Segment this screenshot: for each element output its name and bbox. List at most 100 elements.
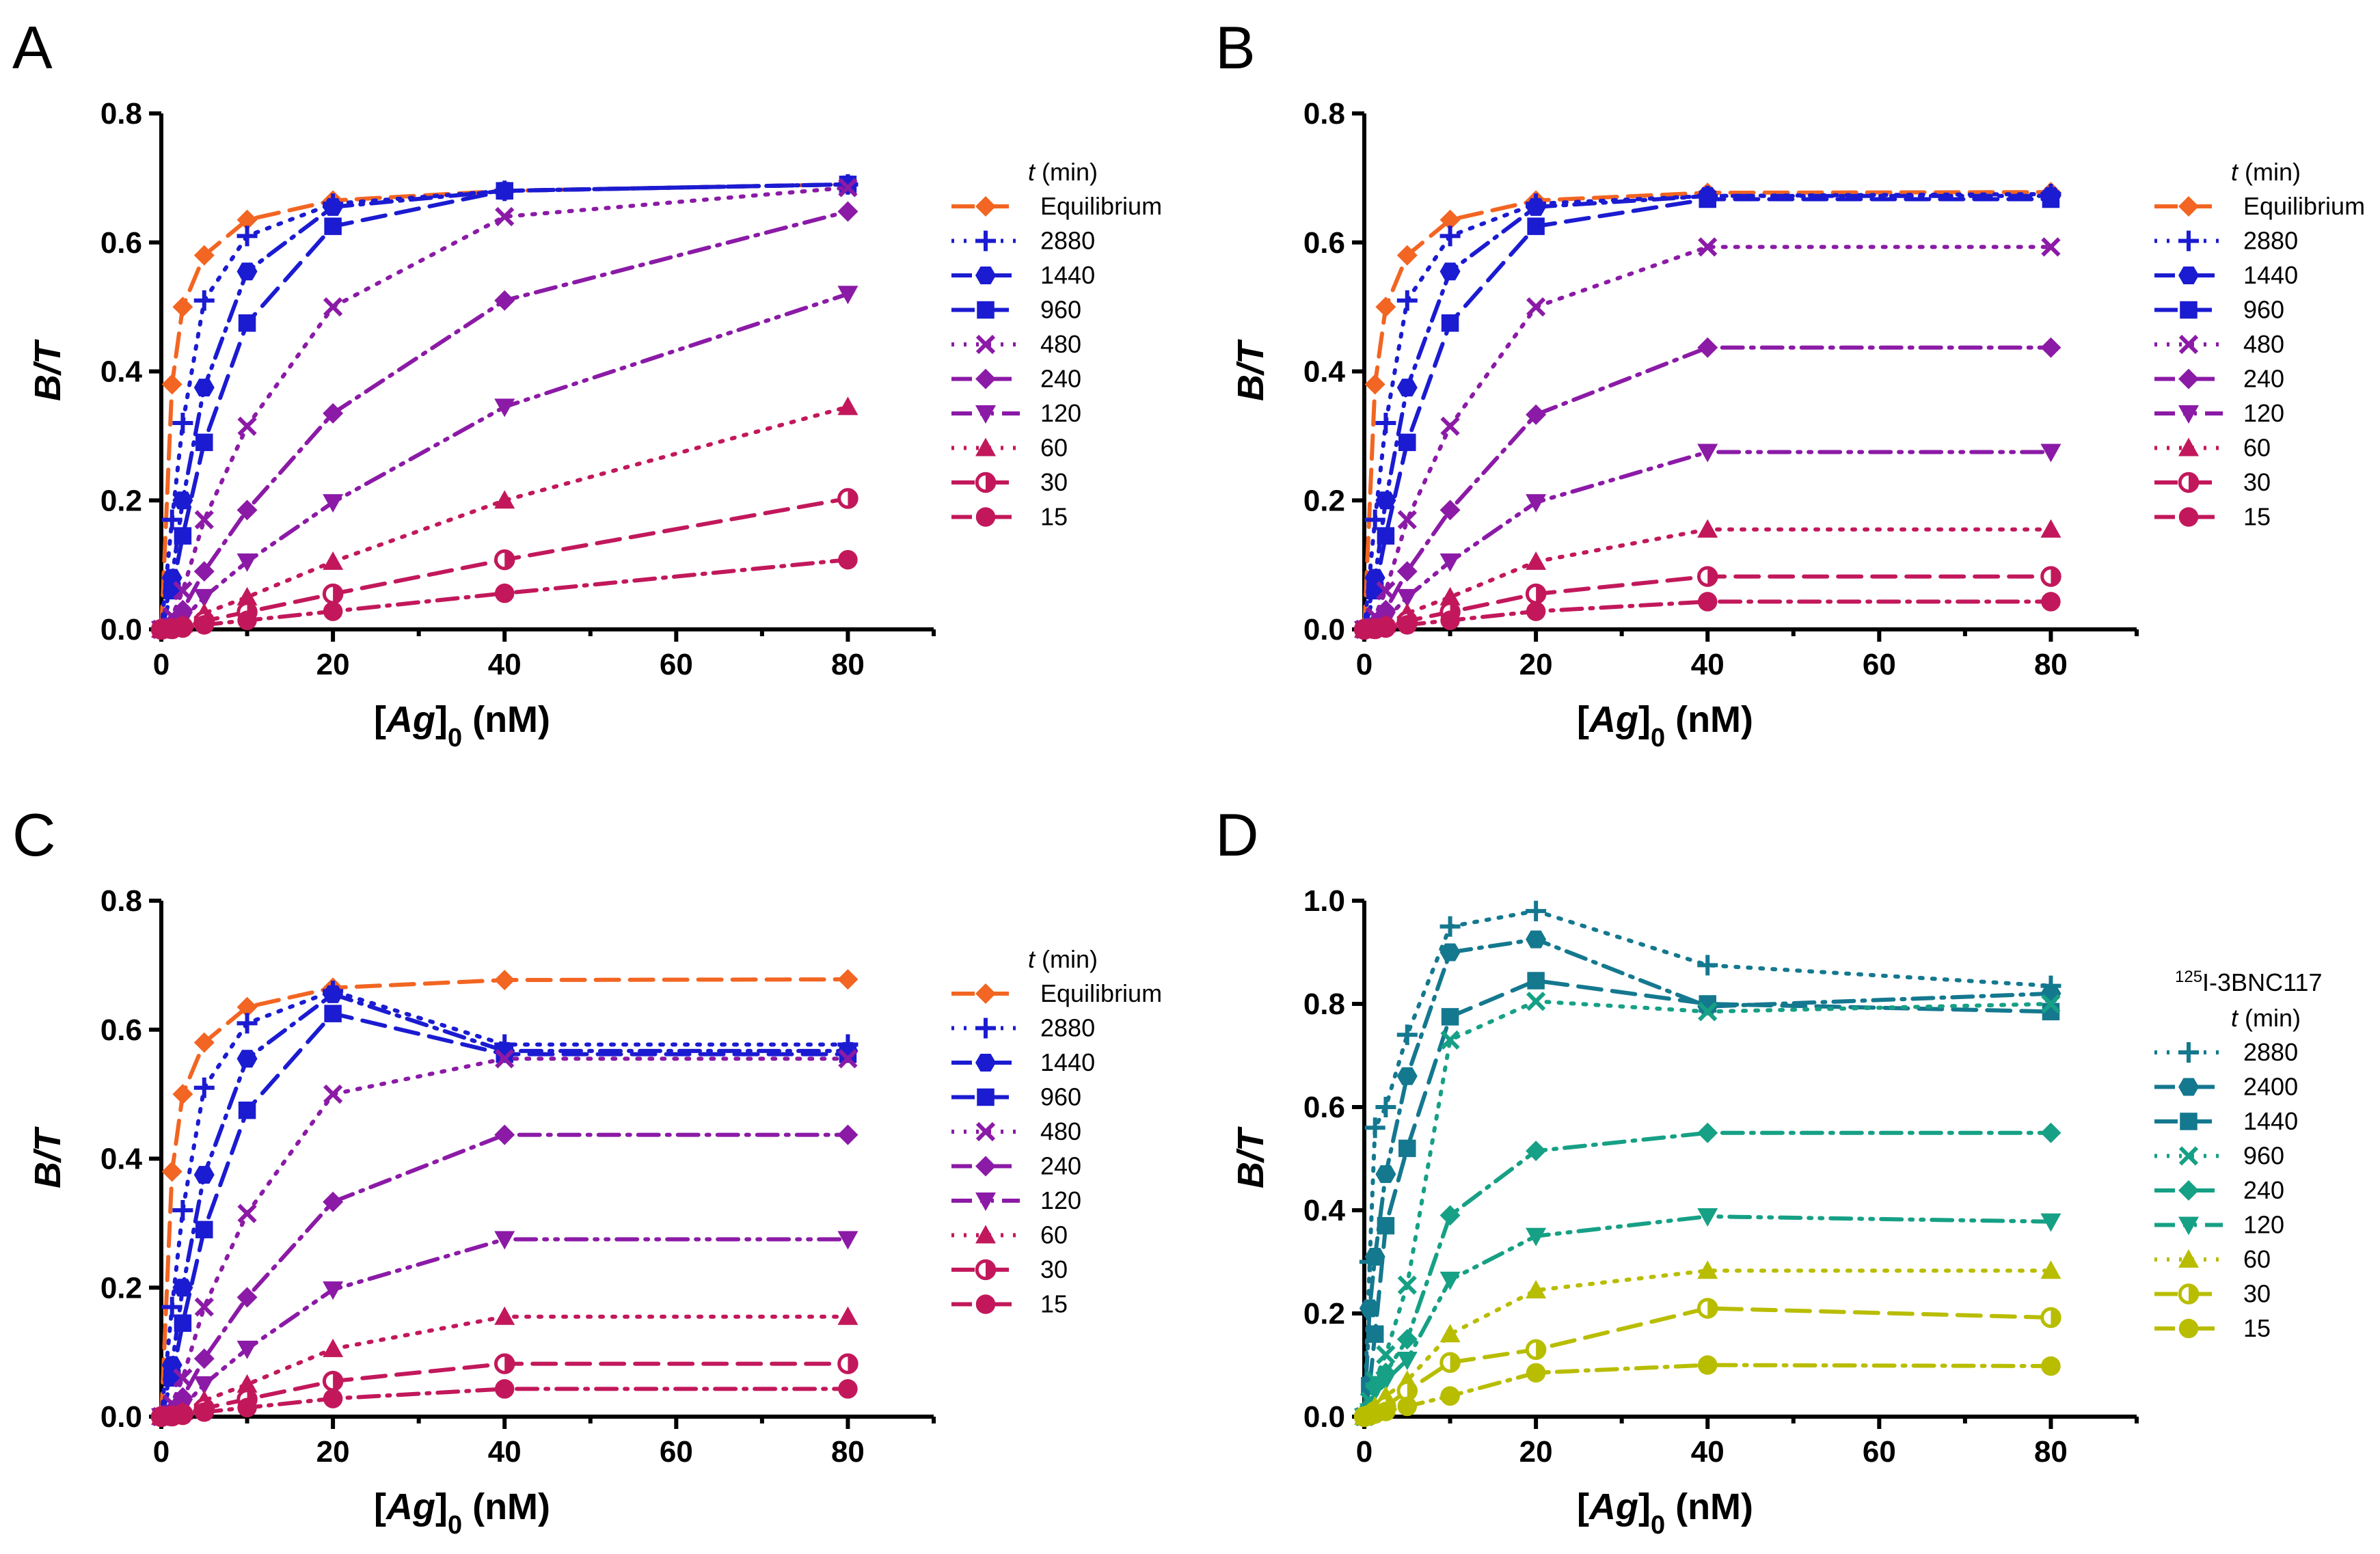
series-line bbox=[1362, 197, 2053, 631]
legend-label: 2880 bbox=[1040, 1014, 1095, 1042]
y-tick-label: 0.8 bbox=[100, 884, 142, 918]
data-point bbox=[1364, 1382, 1385, 1402]
data-point bbox=[1377, 527, 1395, 545]
series-15 bbox=[1354, 1355, 2061, 1427]
data-point bbox=[1699, 190, 1716, 208]
axes: 0.0 0.2 0.4 0.6 0.8 1.0 0 20 40 60 80 bbox=[1303, 884, 2139, 1469]
data-point bbox=[2041, 1356, 2061, 1376]
series-group bbox=[1353, 182, 2061, 640]
legend-marker bbox=[2178, 1078, 2199, 1096]
x-axis-label: [Ag]0 (nM) bbox=[1577, 699, 1753, 752]
data-point bbox=[172, 491, 193, 510]
legend-item: 480 bbox=[951, 1117, 1081, 1145]
legend-item: 15 bbox=[2154, 1314, 2271, 1342]
data-point bbox=[1526, 1363, 1546, 1383]
data-point bbox=[1396, 588, 1418, 608]
legend-marker bbox=[975, 1259, 997, 1281]
series-group bbox=[150, 969, 858, 1428]
data-point bbox=[193, 379, 215, 397]
panel-b: B 0.0 0.2 0.4 0.6 0.8 0 20 40 60 80 [Ag]0 (nM) B/T t … bbox=[1215, 14, 2365, 752]
data-point bbox=[323, 1085, 343, 1104]
data-point bbox=[193, 1032, 215, 1053]
data-point bbox=[1697, 1208, 1718, 1227]
data-point bbox=[1398, 433, 1416, 452]
series-line bbox=[1362, 909, 2053, 1419]
data-point bbox=[493, 549, 515, 571]
legend-marker bbox=[2178, 1042, 2199, 1063]
data-point bbox=[236, 553, 258, 572]
series-line bbox=[159, 1057, 850, 1419]
data-point bbox=[494, 1124, 515, 1145]
legend-label: 960 bbox=[1040, 1083, 1081, 1111]
legend-item: 120 bbox=[2154, 399, 2284, 427]
legend-label: 1440 bbox=[1040, 1048, 1095, 1076]
data-point bbox=[237, 610, 257, 631]
data-point bbox=[1364, 1117, 1385, 1139]
data-point bbox=[1697, 592, 1718, 612]
legend-title: t (min) bbox=[2231, 158, 2301, 186]
series-line bbox=[1362, 190, 2053, 631]
data-point bbox=[1396, 561, 1418, 582]
legend-label: 240 bbox=[1040, 365, 1081, 393]
data-point bbox=[1697, 337, 1718, 358]
legend-label: 2880 bbox=[2243, 227, 2298, 255]
legend-marker bbox=[975, 267, 996, 284]
data-point bbox=[838, 1049, 858, 1069]
x-tick-label: 20 bbox=[1519, 648, 1553, 681]
x-tick-label: 0 bbox=[153, 1435, 170, 1469]
data-point bbox=[1439, 500, 1461, 521]
legend-label: 1440 bbox=[1040, 261, 1095, 289]
y-tick-label: 0.2 bbox=[100, 484, 142, 517]
x-tick-label: 40 bbox=[488, 1435, 522, 1469]
data-point bbox=[2040, 1307, 2061, 1328]
y-axis-label: B/T bbox=[1230, 339, 1271, 401]
data-point bbox=[1364, 374, 1385, 395]
series-15 bbox=[151, 549, 858, 640]
data-point bbox=[324, 1005, 342, 1022]
data-point bbox=[1396, 1067, 1418, 1085]
data-point bbox=[323, 1191, 344, 1212]
data-point bbox=[1375, 1097, 1396, 1117]
data-point bbox=[324, 217, 342, 235]
legend-marker bbox=[2178, 1146, 2199, 1166]
data-point bbox=[1376, 1402, 1396, 1421]
legend-item: 15 bbox=[2154, 503, 2271, 531]
legend-label: 15 bbox=[2243, 1314, 2271, 1342]
series-30 bbox=[150, 488, 858, 640]
series-line bbox=[1362, 245, 2053, 631]
data-point bbox=[2040, 566, 2061, 587]
legend-label: 120 bbox=[1040, 399, 1081, 427]
data-point bbox=[494, 398, 515, 418]
data-point bbox=[1376, 618, 1396, 638]
data-point bbox=[496, 182, 513, 200]
panel-letter: D bbox=[1215, 801, 1259, 869]
data-point bbox=[323, 197, 344, 216]
legend-label: Equilibrium bbox=[2243, 192, 2365, 220]
legend-label: 30 bbox=[2243, 1280, 2271, 1308]
legend-label: 15 bbox=[1040, 503, 1068, 531]
data-point bbox=[174, 527, 192, 545]
legend-label: Equilibrium bbox=[1040, 979, 1162, 1007]
data-point bbox=[1526, 1141, 1547, 1162]
x-tick-label: 0 bbox=[1356, 648, 1372, 681]
legend-label: 120 bbox=[1040, 1186, 1081, 1214]
data-point bbox=[1527, 217, 1545, 235]
data-point bbox=[837, 201, 858, 222]
data-point bbox=[193, 1166, 215, 1184]
x-tick-label: 0 bbox=[153, 648, 170, 681]
data-point bbox=[238, 314, 256, 332]
legend-marker bbox=[2178, 267, 2199, 284]
data-point bbox=[193, 1077, 215, 1098]
x-tick-label: 80 bbox=[831, 648, 865, 681]
data-point bbox=[322, 583, 344, 605]
legend-label: 2400 bbox=[2243, 1073, 2298, 1101]
series-960 bbox=[1355, 190, 2060, 638]
legend: t (min) Equilibrium 2880 1440 960 480 240 120 60… bbox=[951, 945, 1162, 1318]
x-tick-label: 40 bbox=[488, 648, 522, 681]
legend-label: 120 bbox=[2243, 399, 2284, 427]
data-point bbox=[173, 618, 193, 638]
series-line bbox=[159, 185, 850, 631]
legend-label: 60 bbox=[2243, 1245, 2271, 1273]
data-point bbox=[1439, 943, 1461, 962]
